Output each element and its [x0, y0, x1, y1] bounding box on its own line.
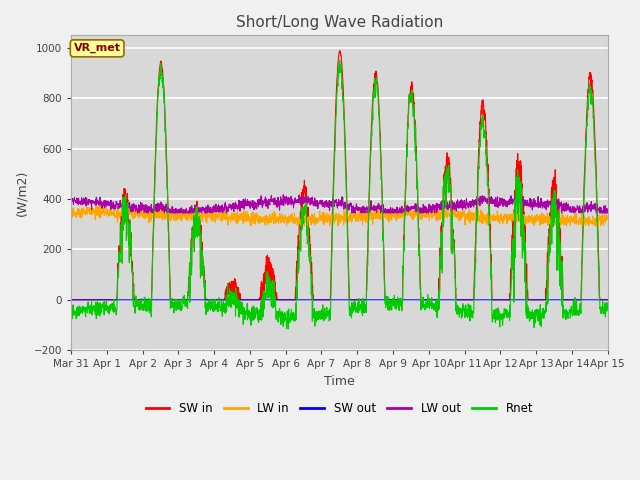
Line: Rnet: Rnet — [71, 60, 608, 329]
SW out — [367, 297, 374, 303]
SW in — [67, 297, 75, 303]
LW out — [355, 207, 363, 213]
LW in — [367, 212, 374, 218]
Title: Short/Long Wave Radiation: Short/Long Wave Radiation — [236, 15, 443, 30]
Line: LW in: LW in — [71, 204, 608, 226]
Rnet — [217, 306, 225, 312]
Rnet — [335, 57, 343, 63]
LW in — [557, 216, 564, 222]
LW out — [572, 209, 579, 215]
Rnet — [367, 149, 374, 155]
LW in — [604, 215, 612, 220]
LW out — [67, 193, 75, 199]
SW out — [355, 297, 362, 303]
SW in — [336, 48, 344, 54]
LW out — [367, 208, 374, 214]
LW in — [355, 207, 363, 213]
SW in — [355, 297, 363, 303]
LW out — [513, 191, 521, 196]
Rnet — [496, 316, 504, 322]
LW in — [217, 216, 225, 222]
X-axis label: Time: Time — [324, 375, 355, 388]
LW out — [217, 204, 225, 210]
Rnet — [284, 326, 292, 332]
Rnet — [604, 300, 612, 306]
LW out — [134, 210, 141, 216]
SW out — [572, 297, 579, 303]
SW out — [556, 297, 564, 303]
Rnet — [67, 316, 75, 322]
Text: VR_met: VR_met — [74, 43, 121, 53]
LW out — [604, 210, 612, 216]
SW in — [572, 297, 579, 303]
SW out — [217, 297, 225, 303]
Y-axis label: (W/m2): (W/m2) — [15, 169, 28, 216]
SW in — [557, 226, 564, 232]
SW in — [604, 297, 612, 303]
SW out — [67, 297, 75, 303]
LW in — [426, 201, 433, 207]
LW out — [495, 199, 503, 205]
Rnet — [557, 286, 564, 292]
LW in — [572, 217, 579, 223]
SW in — [495, 297, 503, 303]
LW in — [247, 223, 255, 228]
Line: LW out: LW out — [71, 193, 608, 213]
LW in — [67, 212, 75, 217]
SW in — [217, 297, 225, 303]
SW out — [495, 297, 503, 303]
Rnet — [355, 306, 363, 312]
Rnet — [572, 306, 579, 312]
Line: SW in: SW in — [71, 51, 608, 300]
SW out — [604, 297, 612, 303]
SW in — [367, 146, 374, 152]
LW out — [557, 203, 564, 209]
LW in — [496, 220, 504, 226]
Legend: SW in, LW in, SW out, LW out, Rnet: SW in, LW in, SW out, LW out, Rnet — [141, 397, 538, 420]
